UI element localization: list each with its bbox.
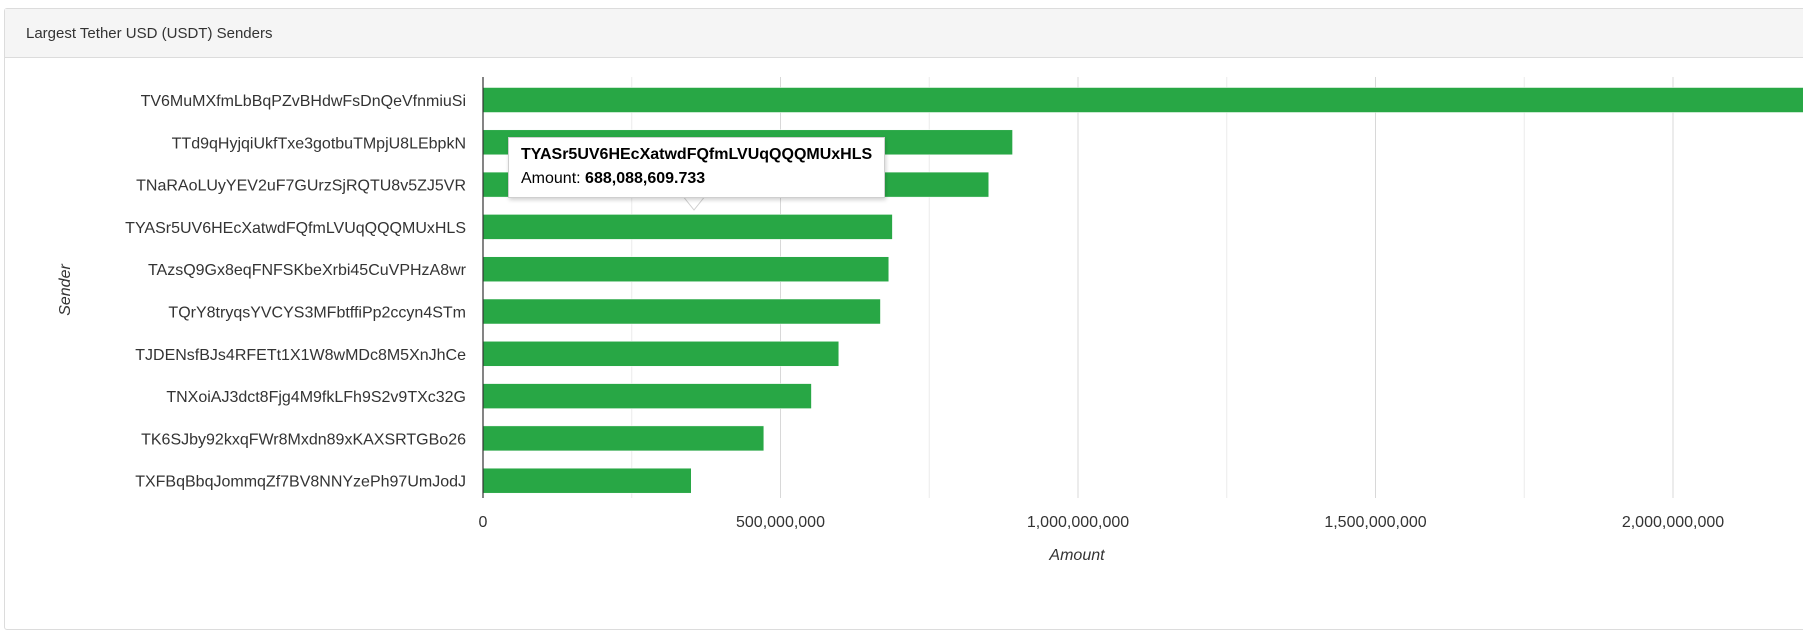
x-tick-labels: 0 500,000,000 1,000,000,000 1,500,000,000 2,… — [479, 514, 1803, 531]
x-tick-label: 1,000,000,000 — [1027, 514, 1129, 531]
x-tick-label: 500,000,000 — [736, 514, 825, 531]
category-label: TQrY8tryqsYVCYS3MFbtffiPp2ccyn4STm — [168, 305, 466, 322]
tooltip-body: Amount: 688,088,609.733 — [521, 170, 872, 188]
tooltip-value: 688,088,609.733 — [585, 170, 705, 187]
x-tick-label: 2,000,000,000 — [1622, 514, 1724, 531]
category-label: TXFBqBbqJommqZf7BV8NNYzePh97UmJodJ — [135, 474, 466, 491]
x-axis-title: Amount — [1048, 547, 1105, 564]
tooltip-label: Amount: — [521, 170, 581, 187]
y-axis-title: Sender — [57, 264, 74, 316]
category-label: TYASr5UV6HEcXatwdFQfmLVUqQQQMUxHLS — [125, 220, 466, 237]
category-labels: TV6MuMXfmLbBqPZvBHdwFsDnQeVfnmiuSi TTd9qH… — [125, 93, 466, 491]
bar-tooltip: TYASr5UV6HEcXatwdFQfmLVUqQQQMUxHLS Amoun… — [508, 137, 885, 198]
category-label: TTd9qHyjqiUkfTxe3gotbuTMpjU8LEbpkN — [172, 135, 466, 152]
bar[interactable] — [483, 468, 691, 493]
category-label: TJDENsfBJs4RFETt1X1W8wMDc8M5XnJhCe — [135, 347, 466, 364]
bar-chart: TV6MuMXfmLbBqPZvBHdwFsDnQeVfnmiuSi TTd9qH… — [0, 0, 1803, 610]
category-label: TAzsQ9Gx8eqFNFSKbeXrbi45CuVPHzA8wr — [148, 262, 467, 279]
bar[interactable] — [483, 214, 892, 239]
category-label: TK6SJby92kxqFWr8Mxdn89xKAXSRTGBo26 — [141, 431, 466, 448]
bar[interactable] — [483, 257, 889, 282]
bar[interactable] — [483, 341, 839, 366]
bar[interactable] — [483, 299, 880, 324]
bar[interactable] — [483, 384, 811, 409]
bar[interactable] — [483, 88, 1803, 113]
category-label: TV6MuMXfmLbBqPZvBHdwFsDnQeVfnmiuSi — [141, 93, 466, 110]
bar[interactable] — [483, 426, 764, 451]
x-tick-label: 1,500,000,000 — [1324, 514, 1426, 531]
tooltip-title: TYASr5UV6HEcXatwdFQfmLVUqQQQMUxHLS — [521, 146, 872, 164]
category-label: TNaRAoLUyYEV2uF7GUrzSjRQTU8v5ZJ5VR — [136, 178, 466, 195]
category-label: TNXoiAJ3dct8Fjg4M9fkLFh9S2v9TXc32G — [166, 389, 466, 406]
x-tick-label: 0 — [479, 514, 488, 531]
